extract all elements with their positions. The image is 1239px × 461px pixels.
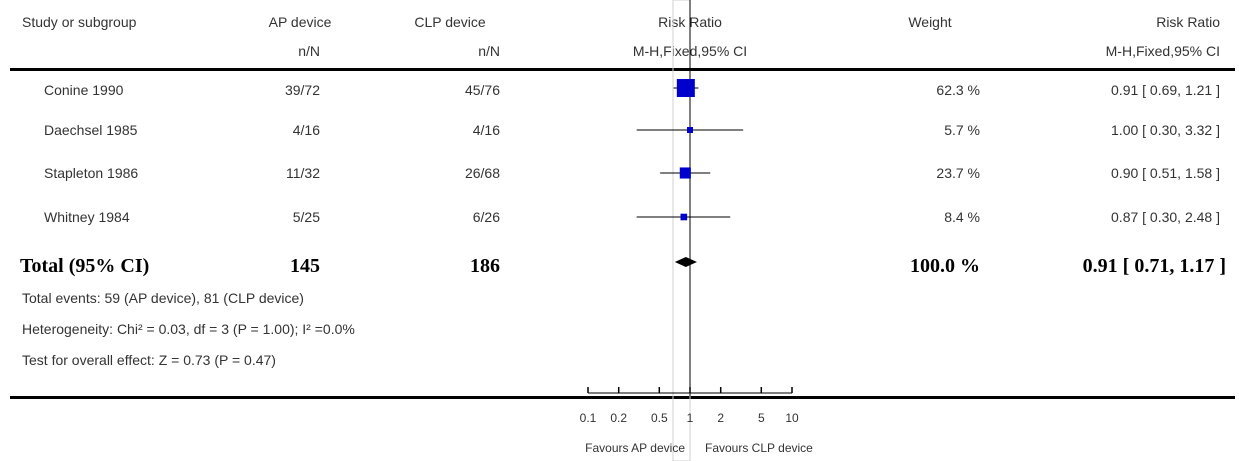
- study-ci-text: 0.91 [ 0.69, 1.21 ]: [1111, 82, 1220, 98]
- pooled-diamond: [674, 257, 697, 267]
- study-events-group1: 4/16: [292, 122, 320, 138]
- x-tick-label: 5: [758, 411, 765, 425]
- header-method-right: M-H,Fixed,95% CI: [1105, 43, 1220, 59]
- study-weight: 23.7 %: [936, 165, 980, 181]
- point-estimate-box: [680, 213, 688, 221]
- footer-rule: [10, 396, 1235, 399]
- x-tick-label: 0.5: [651, 411, 668, 425]
- study-events-group2: 26/68: [464, 165, 500, 181]
- study-events-group1: 5/25: [292, 209, 320, 225]
- study-weight: 8.4 %: [944, 209, 980, 225]
- study-name: Daechsel 1985: [44, 122, 138, 138]
- study-name: Stapleton 1986: [44, 165, 139, 181]
- point-estimate-box: [687, 127, 693, 133]
- study-weight: 5.7 %: [944, 122, 980, 138]
- overall-effect-note: Test for overall effect: Z = 0.73 (P = 0…: [22, 352, 276, 368]
- x-tick-label: 0.2: [610, 411, 627, 425]
- x-tick-label: 10: [785, 411, 799, 425]
- total-label: Total (95% CI): [20, 255, 150, 277]
- total-group2: 186: [470, 255, 500, 277]
- header-risk-ratio-right: Risk Ratio: [1156, 14, 1220, 30]
- header-weight: Weight: [908, 14, 952, 30]
- heterogeneity-note: Heterogeneity: Chi² = 0.03, df = 3 (P = …: [22, 321, 355, 337]
- study-events-group2: 4/16: [472, 122, 500, 138]
- header-n-group1: n/N: [298, 43, 320, 59]
- reference-band: [672, 0, 691, 461]
- study-name: Conine 1990: [44, 82, 124, 98]
- header-group1: AP device: [268, 14, 332, 30]
- study-events-group2: 45/76: [464, 82, 500, 98]
- total-events-note: Total events: 59 (AP device), 81 (CLP de…: [22, 290, 304, 306]
- favours-left-label: Favours AP device: [585, 441, 685, 455]
- point-estimate-box: [676, 79, 695, 97]
- study-weight: 62.3 %: [936, 82, 980, 98]
- x-tick-label: 1: [687, 411, 694, 425]
- study-ci-text: 1.00 [ 0.30, 3.32 ]: [1111, 122, 1220, 138]
- x-tick-label: 2: [717, 411, 724, 425]
- favours-right-label: Favours CLP device: [705, 441, 813, 455]
- study-ci-text: 0.90 [ 0.51, 1.58 ]: [1111, 165, 1220, 181]
- header-group2: CLP device: [414, 14, 486, 30]
- study-name: Whitney 1984: [44, 209, 130, 225]
- study-events-group2: 6/26: [472, 209, 500, 225]
- header-study: Study or subgroup: [22, 14, 137, 30]
- study-ci-text: 0.87 [ 0.30, 2.48 ]: [1111, 209, 1220, 225]
- x-tick-label: 0.1: [580, 411, 597, 425]
- point-estimate-box: [679, 167, 691, 179]
- total-weight: 100.0 %: [910, 255, 980, 277]
- header-rule: [10, 68, 1235, 71]
- total-ci-text: 0.91 [ 0.71, 1.17 ]: [1082, 255, 1226, 277]
- study-events-group1: 11/32: [286, 165, 320, 181]
- total-group1: 145: [290, 255, 320, 277]
- header-n-group2: n/N: [478, 43, 500, 59]
- study-events-group1: 39/72: [284, 82, 320, 98]
